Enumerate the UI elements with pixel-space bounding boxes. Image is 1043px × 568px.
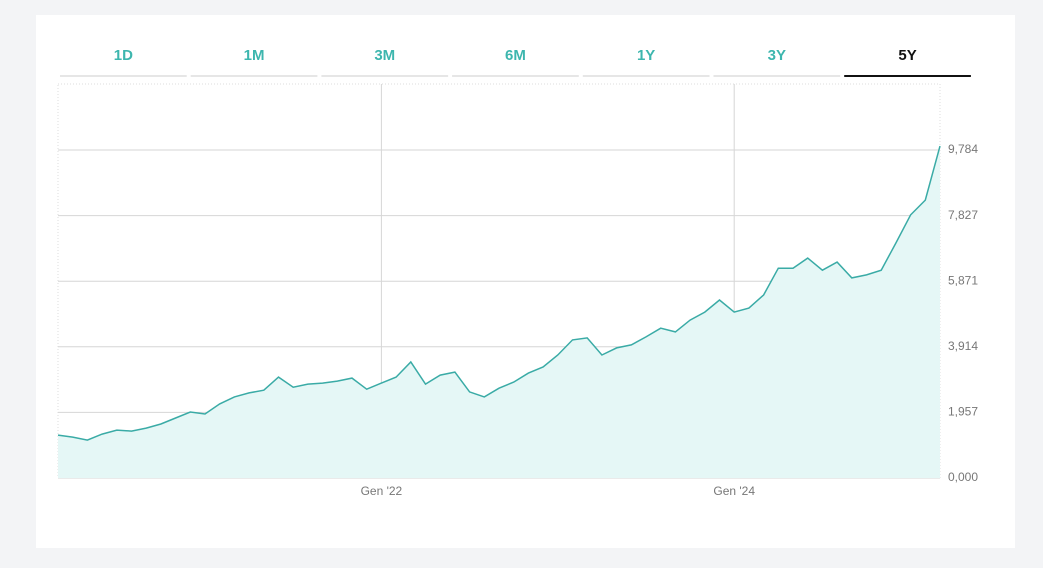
tab[interactable]: 1Y (637, 47, 655, 64)
x-tick-label: Gen '24 (713, 484, 755, 498)
y-tick-label: 1,957 (948, 405, 978, 419)
y-tick-label: 9,784 (948, 142, 978, 156)
tab[interactable]: 1M (244, 47, 265, 64)
area (58, 146, 940, 478)
x-tick-label: Gen '22 (361, 484, 403, 498)
tab[interactable]: 5Y (898, 47, 916, 64)
y-tick-label: 3,914 (948, 339, 978, 353)
tab[interactable]: 3Y (768, 47, 786, 64)
tab[interactable]: 3M (374, 47, 395, 64)
tab[interactable]: 1D (114, 47, 133, 64)
line (57, 145, 941, 441)
y-tick-label: 5,871 (948, 273, 978, 287)
y-tick-label: 0,000 (948, 470, 978, 484)
y-tick-label: 7,827 (948, 208, 978, 222)
tab[interactable]: 6M (505, 47, 526, 64)
